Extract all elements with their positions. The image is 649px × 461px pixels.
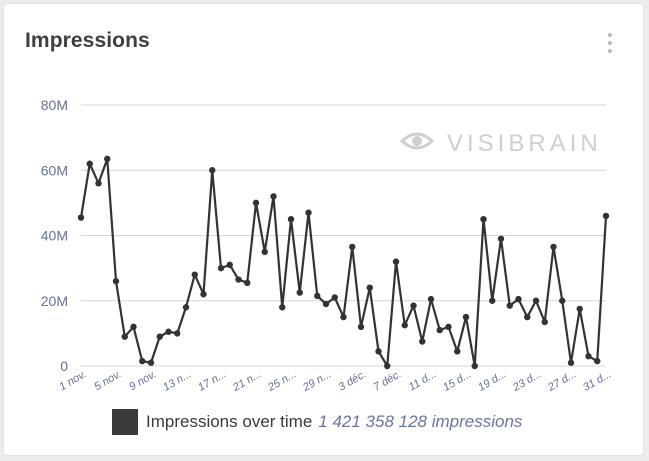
- x-tick-label: 25 n...: [265, 368, 298, 394]
- data-point[interactable]: [602, 212, 610, 220]
- data-point[interactable]: [480, 215, 487, 223]
- data-point[interactable]: [182, 304, 190, 311]
- data-point[interactable]: [209, 167, 216, 174]
- data-point[interactable]: [497, 235, 505, 242]
- data-point[interactable]: [427, 295, 435, 303]
- watermark: VISIBRAIN: [399, 130, 602, 157]
- data-point[interactable]: [226, 261, 233, 269]
- y-axis-ticks: 0 20M 40M 60M 80M: [41, 97, 68, 374]
- data-point[interactable]: [287, 215, 295, 223]
- legend-total: 1 421 358 128 impressions: [318, 412, 523, 431]
- x-tick-label: 31 d...: [581, 368, 613, 394]
- data-point[interactable]: [594, 357, 601, 365]
- legend[interactable]: Impressions over time 1 421 358 128 impr…: [112, 408, 522, 436]
- data-point[interactable]: [541, 318, 548, 326]
- y-tick-label: 0: [60, 358, 68, 374]
- data-point[interactable]: [401, 322, 408, 329]
- data-point[interactable]: [532, 297, 540, 304]
- data-point[interactable]: [217, 264, 225, 272]
- data-point[interactable]: [585, 353, 592, 360]
- impressions-card: Impressions: [3, 3, 644, 456]
- data-point[interactable]: [489, 297, 496, 304]
- x-tick-label: 13 n...: [161, 368, 193, 394]
- data-point[interactable]: [235, 276, 242, 283]
- data-point[interactable]: [375, 348, 382, 355]
- x-tick-label: 7 déc.: [372, 368, 404, 393]
- data-point[interactable]: [165, 328, 172, 335]
- card-title: Impressions: [25, 29, 150, 52]
- data-point[interactable]: [77, 214, 85, 221]
- data-point[interactable]: [147, 359, 155, 366]
- data-point[interactable]: [200, 291, 207, 298]
- data-point[interactable]: [244, 279, 251, 287]
- data-point[interactable]: [524, 313, 531, 321]
- y-tick-label: 20M: [41, 293, 68, 309]
- data-point[interactable]: [305, 209, 312, 216]
- data-point[interactable]: [550, 243, 557, 251]
- data-point[interactable]: [121, 333, 128, 340]
- data-point[interactable]: [174, 330, 181, 337]
- x-tick-label: 3 déc.: [337, 368, 369, 393]
- data-point[interactable]: [515, 295, 522, 303]
- x-tick-label: 17 n...: [196, 368, 228, 394]
- data-point[interactable]: [252, 199, 260, 207]
- data-point[interactable]: [139, 357, 146, 365]
- data-point[interactable]: [322, 300, 330, 308]
- more-options-icon[interactable]: [604, 32, 616, 56]
- data-point[interactable]: [340, 313, 347, 321]
- data-point[interactable]: [270, 193, 277, 200]
- y-tick-label: 40M: [41, 228, 68, 244]
- data-point[interactable]: [410, 302, 417, 309]
- legend-swatch[interactable]: [112, 409, 138, 435]
- y-tick-label: 80M: [41, 97, 68, 113]
- legend-label: Impressions over time: [146, 412, 313, 431]
- data-point[interactable]: [130, 323, 137, 331]
- watermark-text: VISIBRAIN: [447, 130, 602, 157]
- data-point[interactable]: [314, 292, 321, 300]
- data-point[interactable]: [104, 155, 111, 163]
- data-point[interactable]: [191, 271, 198, 278]
- data-point[interactable]: [349, 243, 356, 251]
- data-point[interactable]: [95, 180, 102, 187]
- data-point[interactable]: [384, 362, 391, 370]
- data-point[interactable]: [445, 323, 452, 331]
- x-tick-label: 5 nov.: [92, 368, 123, 393]
- data-point[interactable]: [462, 313, 470, 321]
- data-point[interactable]: [86, 160, 93, 167]
- x-tick-label: 11 d...: [407, 368, 439, 393]
- data-point[interactable]: [261, 248, 268, 256]
- x-tick-label: 15 d...: [441, 368, 473, 394]
- eye-icon: [399, 132, 435, 150]
- data-point[interactable]: [279, 304, 286, 311]
- y-tick-label: 60M: [41, 162, 68, 178]
- data-point[interactable]: [454, 348, 461, 355]
- x-tick-label: 27 d...: [545, 368, 578, 394]
- data-point[interactable]: [331, 294, 338, 301]
- data-points: [77, 155, 610, 370]
- data-point[interactable]: [436, 326, 443, 334]
- data-point[interactable]: [112, 277, 120, 285]
- data-point[interactable]: [471, 362, 478, 370]
- x-tick-label: 29 n...: [300, 368, 333, 394]
- x-tick-label: 23 d...: [510, 368, 543, 394]
- data-point[interactable]: [392, 258, 400, 265]
- data-point[interactable]: [567, 359, 575, 366]
- data-point[interactable]: [576, 305, 583, 313]
- data-point[interactable]: [156, 333, 163, 340]
- data-point[interactable]: [506, 302, 513, 309]
- x-tick-label: 21 n...: [230, 368, 263, 394]
- data-point[interactable]: [419, 338, 426, 345]
- data-point[interactable]: [559, 297, 566, 304]
- data-point[interactable]: [296, 289, 303, 296]
- x-axis-ticks: 1 nov. 5 nov. 9 nov. 13 n... 17 n... 21 n... 2…: [57, 368, 613, 394]
- data-point[interactable]: [357, 323, 365, 331]
- data-point[interactable]: [366, 284, 373, 291]
- x-tick-label: 19 d...: [476, 368, 508, 394]
- x-tick-label: 9 nov.: [127, 368, 158, 393]
